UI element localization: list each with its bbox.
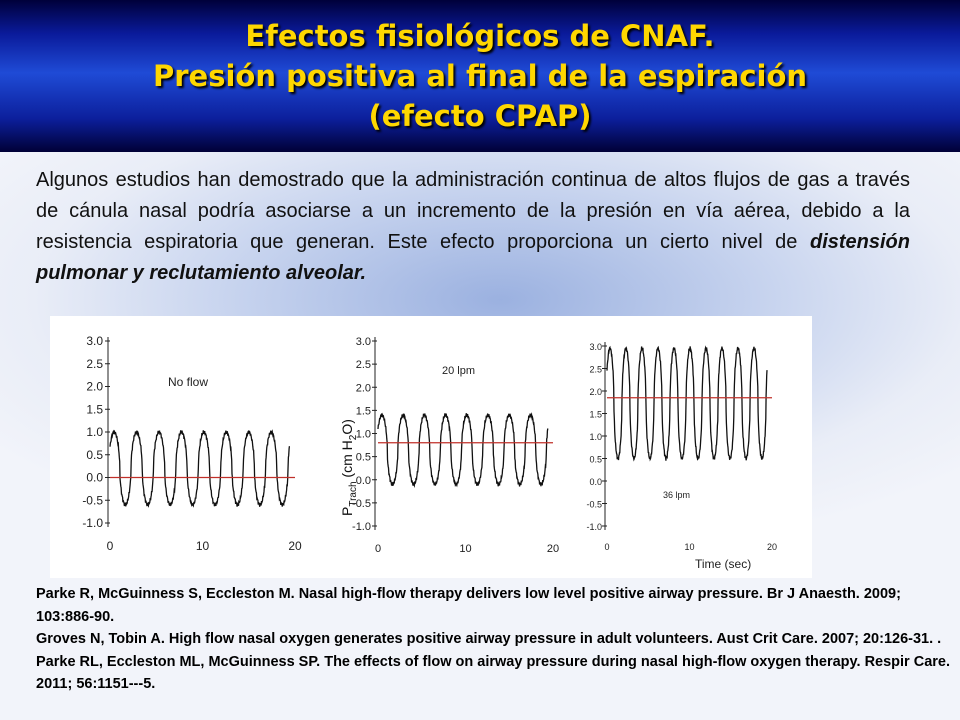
chart-3-x-tick-label: 10 (684, 542, 694, 552)
chart-2-y-tick-label: 2.0 (356, 382, 371, 394)
chart-1-y-tick-label: -1.0 (82, 516, 103, 530)
chart-1-x-tick-label: 10 (196, 539, 210, 553)
chart-2-y-axis-label: PTrach (cm H2O) (339, 419, 359, 516)
chart-3-y-tick-label: 1.5 (589, 410, 602, 420)
chart-3-x-axis-label: Time (sec) (695, 557, 751, 571)
chart-3-y-tick-label: 2.5 (589, 365, 602, 375)
chart-1-y-tick-label: 1.0 (86, 425, 103, 439)
chart-2-y-tick-label: 2.5 (356, 359, 371, 371)
y-label-unit: (cm H (339, 440, 355, 481)
chart-2-pressure-trace (377, 412, 549, 488)
chart-2-y-tick-label: -0.5 (352, 498, 371, 510)
chart-2-y-tick-label: 0.5 (356, 452, 371, 464)
chart-3-x-tick-label: 0 (604, 542, 609, 552)
intro-emphasis: distensión pulmonar y reclutamiento alve… (36, 231, 910, 284)
y-label-main: P (339, 507, 355, 516)
intro-paragraph: Algunos estudios han demostrado que la a… (36, 165, 910, 289)
y-label-sub: Trach (348, 481, 359, 506)
chart-3-y-tick-label: -1.0 (586, 522, 602, 532)
chart-2-y-tick-label: 0.0 (356, 475, 371, 487)
chart-3-y-tick-label: 0.5 (589, 455, 602, 465)
chart-1-y-tick-label: 0.5 (86, 448, 103, 462)
chart-3-y-tick-label: 0.0 (589, 477, 602, 487)
slide-title: Efectos fisiológicos de CNAF. Presión po… (0, 0, 960, 152)
chart-2-annotation: 20 lpm (442, 365, 475, 377)
chart-2-y-tick-label: 1.5 (356, 405, 371, 417)
intro-text: Algunos estudios han demostrado que la a… (36, 169, 910, 253)
chart-3-y-tick-label: 2.0 (589, 387, 602, 397)
chart-2-x-tick-label: 20 (547, 543, 559, 555)
title-line-2: Presión positiva al final de la espiraci… (152, 59, 808, 93)
chart-2-x-tick-label: 0 (375, 543, 381, 555)
chart-1-x-tick-label: 0 (107, 539, 114, 553)
chart-1-y-tick-label: 0.0 (86, 471, 103, 485)
title-line-1: Efectos fisiológicos de CNAF. (245, 19, 715, 53)
chart-1-annotation: No flow (168, 375, 208, 389)
y-label-unit-sub: 2 (348, 434, 359, 440)
chart-2-y-tick-label: 3.0 (356, 336, 371, 348)
chart-2-y-tick-label: 1.0 (356, 429, 371, 441)
chart-2-y-tick-label: -1.0 (352, 521, 371, 533)
chart-1-y-tick-label: 2.0 (86, 380, 103, 394)
chart-2-x-tick-label: 10 (459, 543, 471, 555)
chart-3-y-tick-label: 1.0 (589, 432, 602, 442)
chart-1-x-tick-label: 20 (288, 539, 302, 553)
chart-1-y-tick-label: 2.5 (86, 357, 103, 371)
y-label-unit-end: O) (339, 419, 355, 435)
chart-3-annotation: 36 lpm (663, 490, 690, 500)
chart-1-pressure-trace (109, 429, 291, 508)
title-line-3: (efecto CPAP) (368, 99, 592, 133)
reference-3: Parke RL, Eccleston ML, McGuinness SP. T… (36, 653, 950, 693)
reference-2: Groves N, Tobin A. High flow nasal oxyge… (36, 631, 942, 647)
references: Parke R, McGuinness S, Eccleston M. Nasa… (36, 583, 956, 696)
pressure-figure: 3.0 2.5 2.0 1.5 1.0 0.5 0.0 -0.5 -1.0 0 10 20 No flo… (50, 316, 812, 578)
reference-1: Parke R, McGuinness S, Eccleston M. Nasa… (36, 586, 901, 625)
chart-3-y-tick-label: -0.5 (586, 500, 602, 510)
chart-3-pressure-trace (606, 345, 768, 462)
chart-1-y-tick-label: 1.5 (86, 402, 103, 416)
chart-3-y-tick-label: 3.0 (589, 342, 602, 352)
chart-3-x-tick-label: 20 (767, 542, 777, 552)
chart-1-y-tick-label: 3.0 (86, 334, 103, 348)
chart-1-y-tick-label: -0.5 (82, 493, 103, 507)
